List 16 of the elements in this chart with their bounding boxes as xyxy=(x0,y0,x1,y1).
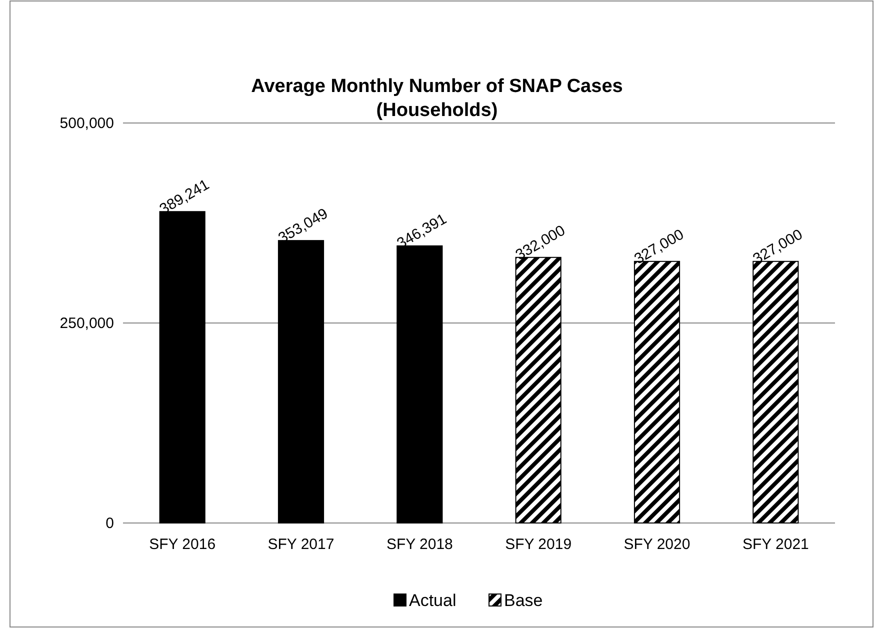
y-tick-label: 250,000 xyxy=(60,315,114,332)
bar xyxy=(752,260,799,524)
x-tick-label: SFY 2020 xyxy=(624,536,690,553)
bar xyxy=(396,245,443,524)
x-tick-label: SFY 2016 xyxy=(149,536,216,553)
x-tick-label: SFY 2018 xyxy=(386,536,453,553)
bar xyxy=(159,211,206,524)
bar xyxy=(278,240,324,524)
legend-label: Base xyxy=(504,591,543,610)
y-tick-label: 500,000 xyxy=(60,115,114,132)
x-tick-label: SFY 2017 xyxy=(268,536,334,553)
x-tick-label: SFY 2019 xyxy=(505,536,572,553)
y-tick-label: 0 xyxy=(106,515,114,532)
chart-title: Average Monthly Number of SNAP Cases (Households) xyxy=(251,76,623,121)
x-tick-label: SFY 2021 xyxy=(742,536,809,553)
legend-label: Actual xyxy=(409,591,456,610)
